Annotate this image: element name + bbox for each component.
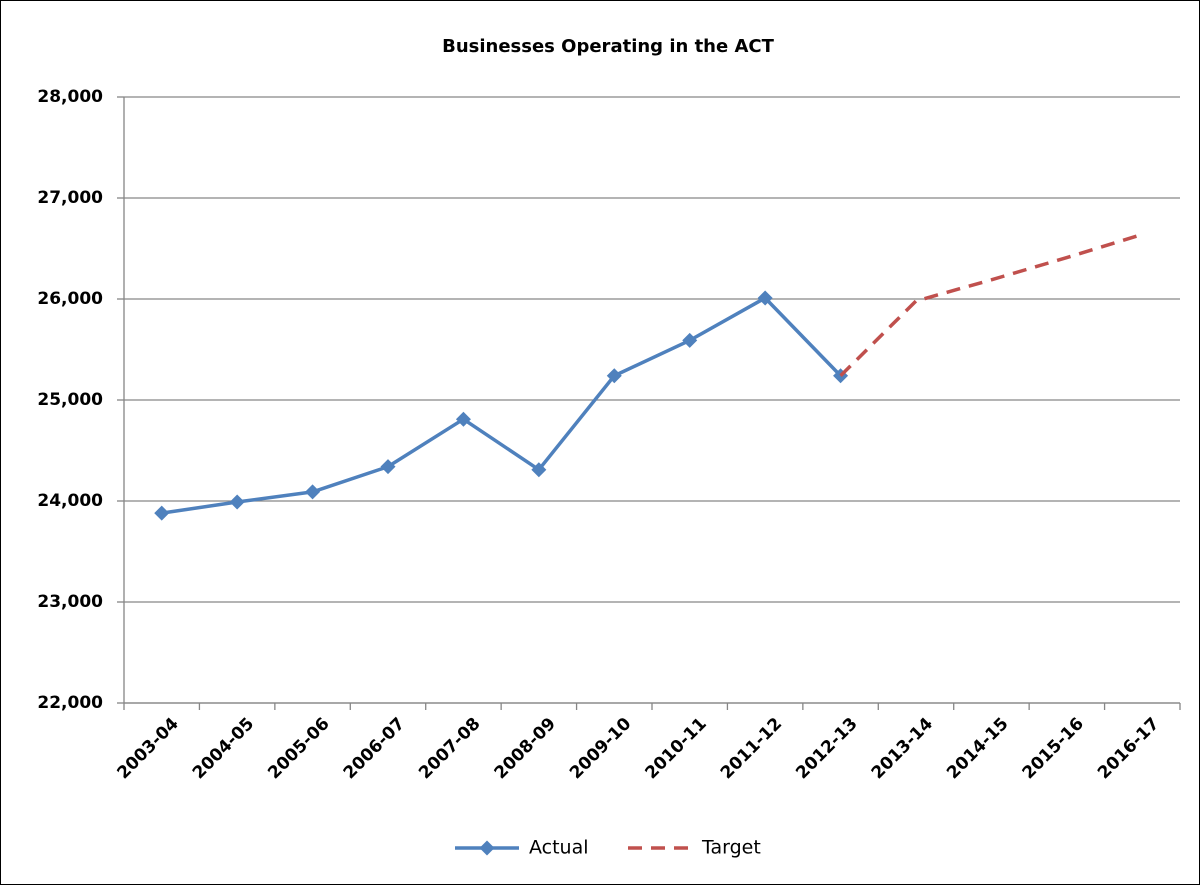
data-point [229, 494, 245, 510]
data-point [380, 459, 396, 475]
legend-marker [479, 840, 495, 856]
data-point [682, 332, 698, 348]
y-tick-label: 25,000 [37, 390, 103, 410]
chart-title: Businesses Operating in the ACT [442, 36, 775, 57]
y-tick-label: 26,000 [37, 289, 103, 309]
y-tick-label: 23,000 [37, 592, 103, 612]
y-tick-label: 24,000 [37, 491, 103, 511]
data-point [305, 484, 321, 500]
data-point [154, 505, 170, 521]
series-line [161, 296, 842, 515]
data-point [531, 462, 547, 478]
legend-label: Target [701, 837, 761, 859]
legend-label: Actual [529, 837, 589, 859]
series-line [839, 232, 1143, 378]
y-tick-label: 28,000 [37, 87, 103, 107]
data-point [757, 290, 773, 306]
data-point [455, 411, 471, 427]
y-tick-label: 27,000 [37, 188, 103, 208]
y-tick-label: 22,000 [37, 693, 103, 713]
data-point [606, 368, 622, 384]
